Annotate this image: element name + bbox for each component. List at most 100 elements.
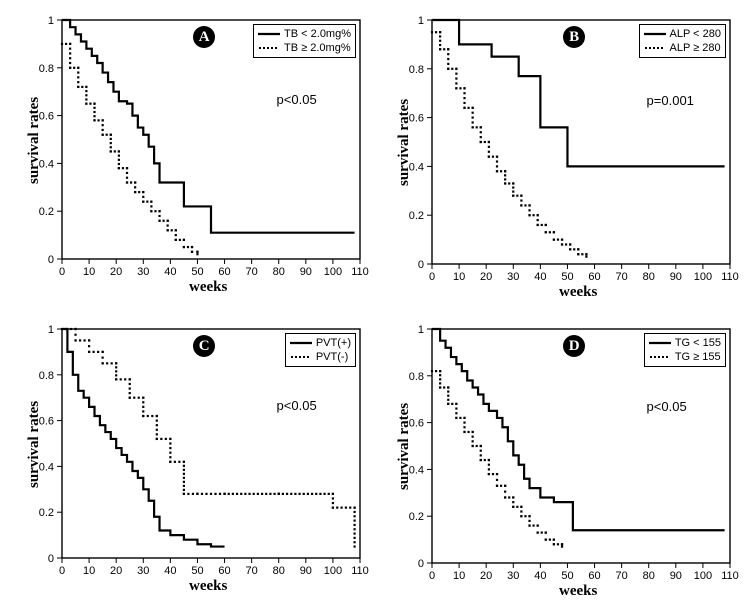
- legend-item: PVT(+): [290, 336, 351, 350]
- svg-text:0.2: 0.2: [409, 511, 424, 523]
- svg-text:110: 110: [721, 271, 739, 283]
- legend-label: PVT(-): [316, 351, 348, 363]
- svg-text:40: 40: [164, 266, 176, 278]
- svg-text:0.2: 0.2: [409, 210, 424, 222]
- svg-text:0.2: 0.2: [39, 507, 54, 519]
- svg-text:0: 0: [418, 259, 424, 271]
- solid-line-icon: [649, 339, 671, 347]
- svg-text:40: 40: [164, 565, 176, 577]
- solid-line-icon: [644, 30, 666, 38]
- svg-text:20: 20: [110, 266, 122, 278]
- svg-text:0: 0: [418, 558, 424, 570]
- y-axis-label: survival rates: [396, 99, 413, 186]
- svg-text:0: 0: [48, 553, 54, 565]
- svg-text:20: 20: [480, 271, 492, 283]
- p-value-label: p<0.05: [277, 92, 317, 107]
- legend-item: TB ≥ 2.0mg%: [258, 41, 351, 55]
- series-dashed: [431, 31, 588, 258]
- svg-text:80: 80: [273, 565, 285, 577]
- legend-item: TB < 2.0mg%: [258, 27, 351, 41]
- svg-text:0: 0: [59, 565, 65, 577]
- x-axis-label: weeks: [189, 578, 227, 595]
- svg-text:40: 40: [534, 570, 546, 582]
- svg-text:60: 60: [218, 266, 230, 278]
- legend-label: TG < 155: [675, 337, 721, 349]
- svg-text:50: 50: [191, 565, 203, 577]
- x-axis-label: weeks: [559, 583, 597, 600]
- svg-text:50: 50: [561, 271, 573, 283]
- panel-grid: 00.20.40.60.810102030405060708090100110s…: [0, 0, 754, 616]
- svg-text:40: 40: [534, 271, 546, 283]
- svg-text:70: 70: [616, 570, 628, 582]
- dashed-line-icon: [290, 353, 312, 361]
- svg-text:0.2: 0.2: [39, 206, 54, 218]
- svg-text:90: 90: [300, 565, 312, 577]
- dashed-line-icon: [649, 353, 671, 361]
- y-axis-label: survival rates: [26, 96, 43, 183]
- svg-text:110: 110: [351, 266, 369, 278]
- svg-text:0.8: 0.8: [409, 371, 424, 383]
- legend-item: ALP < 280: [644, 27, 721, 41]
- svg-text:0: 0: [48, 254, 54, 266]
- panel-badge: D: [563, 335, 585, 357]
- svg-text:110: 110: [721, 570, 739, 582]
- dashed-line-icon: [644, 44, 666, 52]
- panel-c: 00.20.40.60.810102030405060708090100110s…: [14, 319, 370, 608]
- svg-text:90: 90: [300, 266, 312, 278]
- legend-item: ALP ≥ 280: [644, 41, 721, 55]
- svg-text:100: 100: [694, 570, 712, 582]
- solid-line-icon: [258, 30, 280, 38]
- svg-text:80: 80: [643, 271, 655, 283]
- legend: PVT(+)PVT(-): [285, 333, 356, 367]
- svg-text:90: 90: [670, 271, 682, 283]
- legend: TB < 2.0mg%TB ≥ 2.0mg%: [253, 24, 356, 58]
- series-dashed: [61, 43, 199, 256]
- series-dashed: [431, 370, 563, 548]
- svg-text:30: 30: [507, 570, 519, 582]
- svg-text:30: 30: [137, 266, 149, 278]
- panel-a: 00.20.40.60.810102030405060708090100110s…: [14, 10, 370, 309]
- svg-text:0.8: 0.8: [39, 370, 54, 382]
- svg-text:60: 60: [588, 271, 600, 283]
- svg-text:1: 1: [48, 324, 54, 336]
- legend-item: TG ≥ 155: [649, 350, 721, 364]
- svg-text:70: 70: [616, 271, 628, 283]
- svg-text:100: 100: [324, 266, 342, 278]
- svg-text:0.8: 0.8: [409, 64, 424, 76]
- panel-badge: C: [193, 335, 215, 357]
- legend-label: TG ≥ 155: [675, 351, 721, 363]
- svg-text:60: 60: [218, 565, 230, 577]
- svg-text:0: 0: [429, 271, 435, 283]
- svg-text:20: 20: [480, 570, 492, 582]
- svg-text:80: 80: [273, 266, 285, 278]
- legend-label: ALP < 280: [670, 28, 721, 40]
- svg-text:10: 10: [83, 565, 95, 577]
- svg-text:70: 70: [246, 565, 258, 577]
- svg-text:50: 50: [561, 570, 573, 582]
- svg-text:30: 30: [507, 271, 519, 283]
- legend-label: ALP ≥ 280: [670, 42, 721, 54]
- svg-text:70: 70: [246, 266, 258, 278]
- panel-badge: B: [563, 26, 585, 48]
- y-axis-label: survival rates: [26, 400, 43, 487]
- p-value-label: p<0.05: [647, 399, 687, 414]
- svg-text:80: 80: [643, 570, 655, 582]
- svg-text:10: 10: [453, 271, 465, 283]
- panel-badge: A: [193, 26, 215, 48]
- legend: ALP < 280 ALP ≥ 280: [639, 24, 726, 58]
- legend: TG < 155 TG ≥ 155: [644, 333, 726, 367]
- svg-text:10: 10: [83, 266, 95, 278]
- dashed-line-icon: [258, 44, 280, 52]
- legend-item: TG < 155: [649, 336, 721, 350]
- svg-text:1: 1: [48, 15, 54, 27]
- svg-text:60: 60: [588, 570, 600, 582]
- svg-text:90: 90: [670, 570, 682, 582]
- svg-text:100: 100: [324, 565, 342, 577]
- svg-text:1: 1: [418, 15, 424, 27]
- x-axis-label: weeks: [559, 284, 597, 301]
- svg-text:110: 110: [351, 565, 369, 577]
- y-axis-label: survival rates: [396, 403, 413, 490]
- svg-text:10: 10: [453, 570, 465, 582]
- p-value-label: p<0.05: [277, 398, 317, 413]
- legend-label: TB < 2.0mg%: [284, 28, 351, 40]
